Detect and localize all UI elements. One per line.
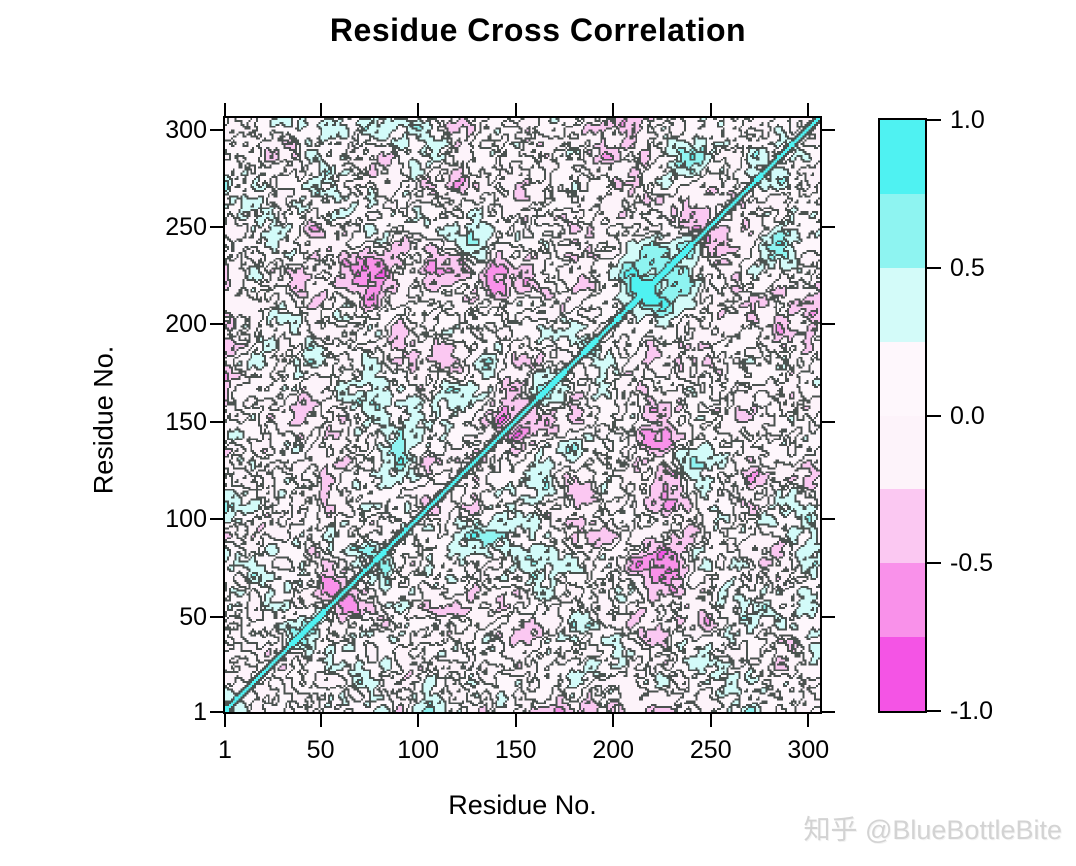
y-axis-tick-left — [210, 615, 223, 618]
y-axis-tick-label: 250 — [165, 213, 207, 242]
colorbar-tick — [927, 710, 941, 712]
colorbar-band — [880, 341, 925, 416]
colorbar-band — [880, 193, 925, 268]
y-axis-tick-right — [822, 226, 835, 229]
y-axis-tick-label: 50 — [179, 602, 207, 631]
x-axis-tick-top — [319, 103, 322, 116]
x-axis-tick-label: 200 — [592, 736, 635, 764]
colorbar-tick-label: 1.0 — [950, 106, 985, 134]
colorbar-tick-label: -0.5 — [950, 549, 994, 578]
x-axis-tick-top — [709, 103, 712, 116]
x-axis-tick-label: 100 — [397, 736, 439, 764]
y-axis-tick-label: 1 — [193, 698, 207, 726]
y-axis-tick-left — [210, 711, 223, 713]
y-axis-tick-right — [822, 711, 835, 713]
x-axis-tick-bottom — [612, 714, 615, 727]
colorbar-tick-label: -1.0 — [950, 697, 994, 725]
x-axis-tick-bottom — [224, 714, 226, 727]
colorbar — [878, 118, 927, 713]
x-axis-tick-label: 50 — [306, 736, 335, 764]
y-axis-tick-label: 150 — [165, 407, 207, 436]
watermark-text: 知乎 @BlueBottleBite — [803, 815, 1062, 845]
colorbar-tick — [927, 266, 941, 269]
colorbar-band — [880, 563, 925, 638]
x-axis-tick-bottom — [709, 714, 712, 727]
colorbar-band — [880, 120, 925, 194]
colorbar-tick — [927, 414, 941, 417]
colorbar-band — [880, 489, 925, 564]
y-axis-title: Residue No. — [88, 345, 119, 495]
x-axis-tick-label: 150 — [494, 736, 537, 764]
x-axis-tick-label: 250 — [689, 736, 732, 764]
x-axis-title: Residue No. — [448, 790, 597, 820]
x-axis-tick-top — [224, 103, 226, 116]
colorbar-tick-label: 0.5 — [950, 253, 985, 282]
x-axis-tick-bottom — [417, 714, 420, 727]
y-axis-tick-left — [210, 226, 223, 229]
chart-title: Residue Cross Correlation — [329, 12, 747, 48]
x-axis-tick-label: 1 — [218, 736, 232, 764]
y-axis-tick-left — [210, 518, 223, 521]
y-axis-tick-label: 200 — [165, 310, 207, 339]
x-axis-tick-top — [514, 103, 517, 116]
x-axis-tick-top — [807, 103, 810, 116]
y-axis-tick-label: 300 — [165, 115, 207, 144]
colorbar-band — [880, 637, 925, 711]
y-axis-tick-right — [822, 420, 835, 423]
y-axis-tick-right — [822, 615, 835, 618]
x-axis-tick-bottom — [319, 714, 322, 727]
y-axis-tick-right — [822, 128, 835, 131]
y-axis-tick-left — [210, 128, 223, 131]
y-axis-tick-left — [210, 323, 223, 326]
heatmap-plot-area — [223, 116, 822, 714]
x-axis-tick-top — [612, 103, 615, 116]
y-axis-tick-left — [210, 420, 223, 423]
correlation-heatmap-canvas — [225, 118, 820, 712]
colorbar-tick — [927, 119, 941, 121]
x-axis-tick-bottom — [807, 714, 810, 727]
y-axis-tick-right — [822, 518, 835, 521]
x-axis-tick-bottom — [514, 714, 517, 727]
x-axis-tick-label: 300 — [787, 736, 830, 764]
y-axis-tick-label: 100 — [165, 505, 207, 534]
y-axis-tick-right — [822, 323, 835, 326]
colorbar-band — [880, 415, 925, 490]
colorbar-tick — [927, 562, 941, 565]
colorbar-band — [880, 267, 925, 342]
x-axis-tick-top — [417, 103, 420, 116]
colorbar-tick-label: 0.0 — [950, 401, 985, 430]
